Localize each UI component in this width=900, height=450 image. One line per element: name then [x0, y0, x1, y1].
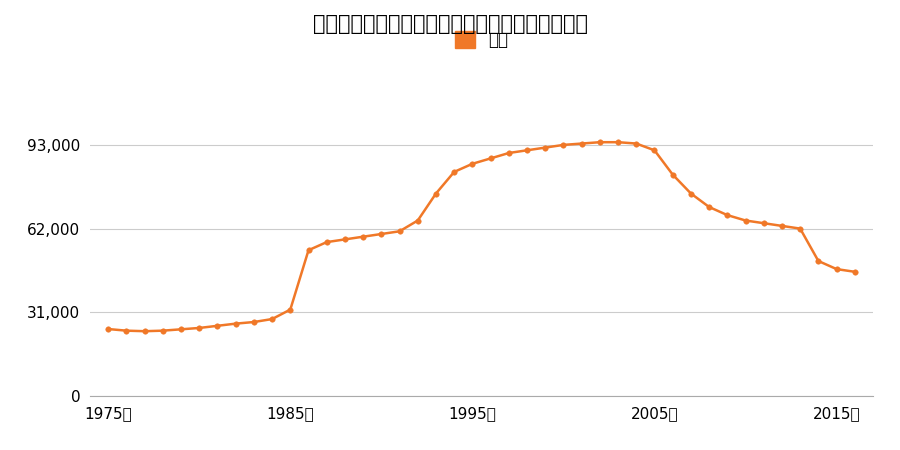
Text: 鳥取県鳥取市吉成字大橋詰６３４番１の地価推移: 鳥取県鳥取市吉成字大橋詰６３４番１の地価推移 [312, 14, 588, 33]
Legend: 価格: 価格 [448, 24, 515, 56]
